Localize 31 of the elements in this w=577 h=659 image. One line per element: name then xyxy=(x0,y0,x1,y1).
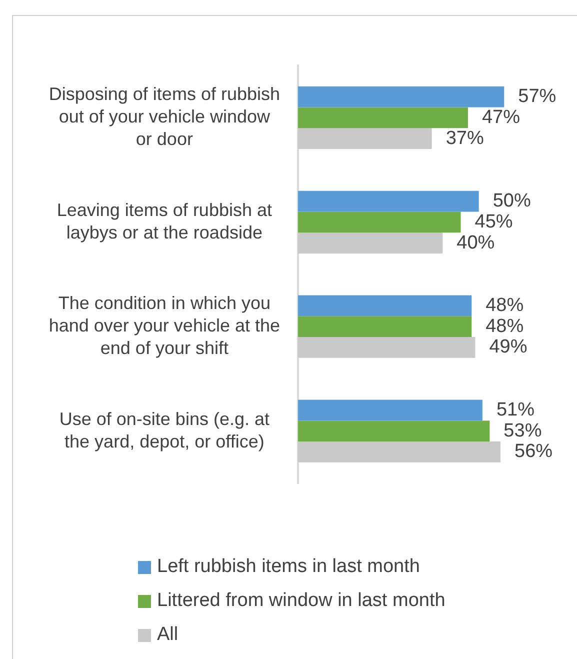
legend-label: Left rubbish items in last month xyxy=(157,556,420,578)
bar xyxy=(298,128,432,150)
data-label: 47% xyxy=(482,106,520,128)
y-tick-label: The condition in which you hand over your vehicle at the end of your shift xyxy=(48,293,280,358)
data-label: 37% xyxy=(446,128,484,149)
bar xyxy=(298,316,472,338)
data-label: 48% xyxy=(486,316,524,337)
bar xyxy=(298,441,501,462)
data-label: 40% xyxy=(456,232,495,254)
data-label: 53% xyxy=(504,420,542,442)
y-tick-label: Use of on-site bins (e.g. at the yard, depot, or office) xyxy=(59,408,270,452)
bar xyxy=(298,400,482,421)
bar xyxy=(298,420,490,442)
bar xyxy=(298,212,461,233)
bar xyxy=(298,107,468,128)
bar xyxy=(298,337,476,358)
data-label: 49% xyxy=(489,336,528,358)
data-label: 50% xyxy=(492,190,531,212)
data-label: 45% xyxy=(474,211,513,232)
data-label: 51% xyxy=(496,399,535,420)
y-tick-label: Disposing of items of rubbish out of your vehicle window or door xyxy=(48,84,280,150)
data-label: 48% xyxy=(486,294,524,316)
y-tick-label: Leaving items of rubbish at laybys or at the roadside xyxy=(56,200,272,242)
bar xyxy=(298,190,479,212)
bar xyxy=(298,295,472,316)
legend-label: All xyxy=(157,624,178,646)
data-label: 56% xyxy=(514,441,553,462)
bar xyxy=(298,86,504,108)
bar xyxy=(298,232,443,254)
legend-label: Littered from window in last month xyxy=(157,590,446,612)
data-label: 57% xyxy=(518,86,556,108)
